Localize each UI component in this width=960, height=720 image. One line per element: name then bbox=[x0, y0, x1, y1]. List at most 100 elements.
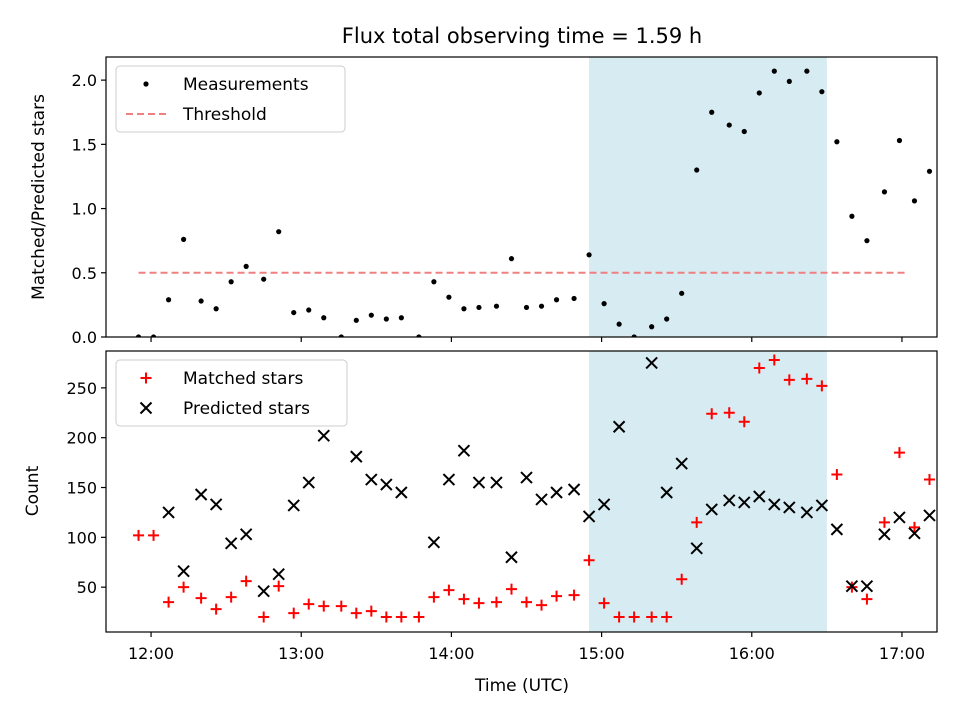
predicted-stars-point bbox=[365, 473, 378, 486]
measurement-point bbox=[771, 68, 777, 74]
predicted-stars-point bbox=[660, 486, 673, 499]
matched-stars-point bbox=[521, 596, 533, 608]
measurement-point bbox=[679, 290, 685, 296]
predicted-stars-point bbox=[490, 476, 503, 489]
predicted-stars-point bbox=[257, 584, 270, 598]
matched-stars-point bbox=[893, 447, 905, 459]
measurement-point bbox=[864, 238, 870, 244]
measurement-point bbox=[523, 304, 530, 311]
predicted-stars-point bbox=[783, 501, 796, 514]
measurement-point bbox=[896, 137, 903, 144]
measurement-point bbox=[368, 312, 374, 318]
predicted-stars-point bbox=[302, 476, 315, 489]
predicted-stars-point bbox=[442, 473, 456, 486]
measurement-point bbox=[135, 334, 142, 337]
matched-stars-point bbox=[536, 599, 548, 611]
predicted-stars-point bbox=[224, 537, 238, 550]
y-tick-label: 0.5 bbox=[72, 264, 97, 283]
predicted-stars-point bbox=[194, 488, 208, 501]
measurement-point bbox=[819, 89, 825, 95]
predicted-stars-point bbox=[612, 420, 626, 433]
measurement-point bbox=[261, 276, 267, 282]
legend-x-marker bbox=[139, 401, 153, 415]
y-tick-label: 1.5 bbox=[72, 135, 97, 154]
legend-dot-marker bbox=[143, 81, 149, 87]
measurement-point bbox=[383, 316, 389, 322]
x-axis-label: Time (UTC) bbox=[474, 676, 569, 696]
predicted-stars-point bbox=[893, 511, 906, 524]
measurement-point bbox=[461, 306, 467, 312]
y-tick-label: 50 bbox=[77, 578, 97, 597]
matched-stars-point bbox=[878, 516, 890, 528]
x-tick-label: 17:00 bbox=[879, 644, 925, 663]
measurement-point bbox=[276, 229, 282, 235]
measurement-point bbox=[198, 298, 204, 304]
axes-frame bbox=[105, 350, 938, 633]
measurement-point bbox=[726, 122, 732, 128]
y-tick-label: 250 bbox=[66, 379, 97, 398]
y-tick-label: 100 bbox=[66, 528, 97, 547]
measurement-point bbox=[446, 294, 452, 300]
predicted-stars-point bbox=[177, 565, 190, 578]
plot-area bbox=[133, 354, 936, 623]
matched-stars-point bbox=[801, 373, 813, 385]
predicted-stars-point bbox=[427, 536, 441, 549]
predicted-stars-point bbox=[567, 483, 581, 496]
y-tick-label: 200 bbox=[66, 429, 97, 448]
matched-stars-point bbox=[490, 596, 502, 608]
matched-stars-point bbox=[568, 589, 580, 601]
predicted-stars-point bbox=[690, 542, 703, 555]
predicted-stars-point bbox=[582, 510, 596, 523]
predicted-stars-point bbox=[472, 476, 486, 489]
measurement-point bbox=[694, 167, 700, 173]
matched-stars-point bbox=[583, 554, 595, 566]
measurement-point bbox=[291, 309, 297, 316]
matched-stars-point bbox=[691, 516, 703, 528]
matched-stars-point bbox=[505, 583, 517, 595]
predicted-stars-point bbox=[209, 498, 223, 511]
matched-stars-point bbox=[225, 591, 237, 603]
predicted-stars-point bbox=[705, 503, 718, 516]
measurement-point bbox=[571, 295, 577, 302]
measurement-point bbox=[911, 198, 918, 204]
matched-stars-point bbox=[923, 474, 935, 486]
bottom-panel: 50 100 150 200 250 12:00 13:00 14:00 15:00 16:00 1… bbox=[66, 350, 938, 663]
measurement-point bbox=[243, 263, 249, 269]
measurement-point bbox=[553, 297, 560, 303]
predicted-stars-point bbox=[597, 498, 611, 511]
measurement-point bbox=[849, 213, 855, 219]
predicted-stars-point bbox=[830, 523, 844, 536]
top-panel: 0.0 0.5 1.0 1.5 2.0 Measurements Threshold bbox=[72, 56, 938, 347]
predicted-stars-point bbox=[860, 579, 874, 593]
legend-label: Measurements bbox=[183, 75, 309, 95]
matched-stars-point bbox=[288, 607, 300, 619]
matched-stars-point bbox=[738, 416, 750, 428]
matched-stars-point bbox=[753, 362, 765, 374]
axes-frame bbox=[105, 56, 938, 338]
matched-stars-point bbox=[768, 354, 780, 366]
measurement-point bbox=[476, 304, 482, 311]
shaded-region bbox=[589, 57, 827, 337]
matched-stars-point bbox=[258, 611, 270, 623]
measurement-point bbox=[601, 301, 607, 307]
predicted-stars-point bbox=[878, 528, 891, 541]
measurement-point bbox=[431, 279, 437, 285]
predicted-stars-point bbox=[350, 450, 363, 463]
matched-stars-point bbox=[318, 600, 330, 612]
predicted-stars-point bbox=[768, 498, 781, 511]
matched-stars-point bbox=[428, 591, 440, 603]
x-tick-label: 15:00 bbox=[579, 644, 625, 663]
measurement-point bbox=[353, 317, 359, 323]
shaded-region bbox=[589, 351, 827, 632]
y-tick-label: 0.0 bbox=[72, 328, 97, 347]
measurement-point bbox=[741, 128, 747, 135]
matched-stars-point bbox=[365, 605, 377, 617]
measurement-point bbox=[926, 168, 933, 174]
matched-stars-point bbox=[133, 529, 145, 541]
measurement-point bbox=[756, 90, 762, 96]
matched-stars-point bbox=[210, 603, 222, 615]
matched-stars-point bbox=[908, 521, 920, 533]
x-tick-label: 12:00 bbox=[128, 644, 174, 663]
predicted-stars-point bbox=[457, 444, 471, 457]
